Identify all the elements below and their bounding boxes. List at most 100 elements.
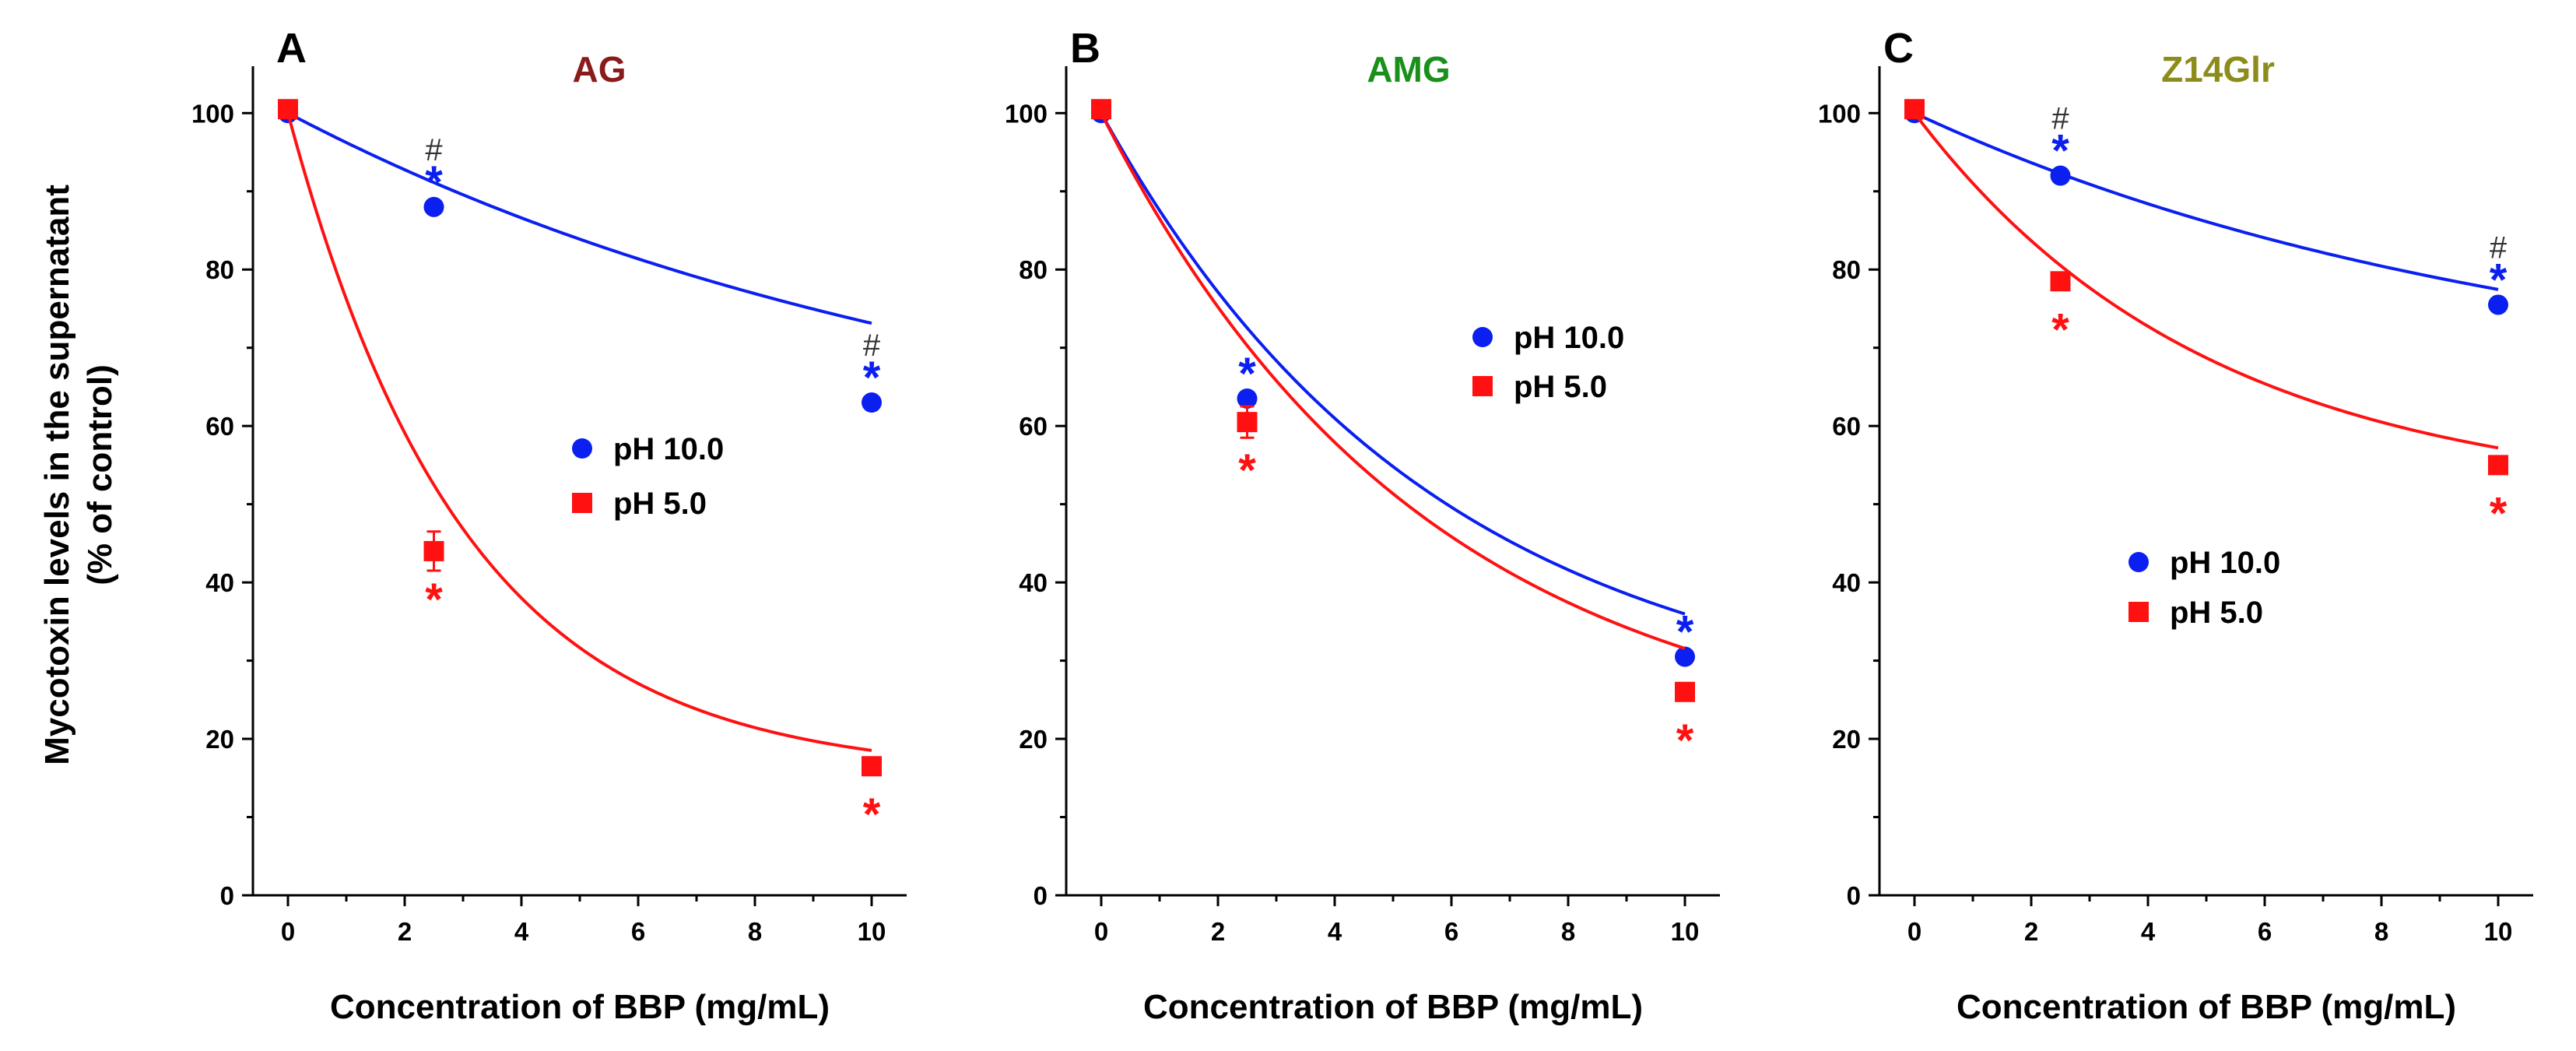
data-point xyxy=(1091,99,1111,120)
data-point xyxy=(2050,271,2071,292)
fit-curve xyxy=(1914,111,2499,291)
data-point xyxy=(1237,388,1258,410)
x-tick-label: 0 xyxy=(281,917,295,946)
x-tick-label: 6 xyxy=(1444,917,1458,946)
y-axis-sublabel: (% of control) xyxy=(81,364,119,585)
data-point xyxy=(2488,294,2508,315)
data-point xyxy=(2488,455,2508,476)
legend-label: pH 5.0 xyxy=(2170,596,2263,630)
x-tick-label: 6 xyxy=(631,917,645,946)
significance-star: * xyxy=(2051,126,2069,177)
x-tick-label: 0 xyxy=(1094,917,1108,946)
data-point xyxy=(1904,99,1925,120)
data-point xyxy=(862,392,882,413)
x-tick-label: 0 xyxy=(1907,917,1921,946)
legend-marker xyxy=(572,493,592,513)
y-tick-label: 100 xyxy=(191,99,234,128)
significance-star: * xyxy=(1238,349,1256,399)
x-tick-label: 4 xyxy=(1328,917,1342,946)
fit-curve xyxy=(287,111,872,325)
x-tick-label: 8 xyxy=(2374,917,2388,946)
panel-title: AMG xyxy=(1367,49,1450,90)
legend-label: pH 10.0 xyxy=(1514,321,1624,355)
y-tick-label: 40 xyxy=(1019,568,1048,597)
significance-star: * xyxy=(425,157,443,208)
y-tick-label: 40 xyxy=(205,568,234,597)
series-ph5: * * pH 5.0 xyxy=(278,99,882,840)
fit-curve xyxy=(1100,112,1686,650)
data-point xyxy=(2050,165,2071,186)
x-axis-label: Concentration of BBP (mg/mL) xyxy=(1143,988,1643,1026)
series-ph10: * * pH 10.0 xyxy=(1091,103,1695,667)
legend-label: pH 5.0 xyxy=(1514,370,1607,404)
y-tick-label: 40 xyxy=(1832,568,1861,597)
legend-marker xyxy=(2129,552,2149,572)
legend-marker xyxy=(1472,327,1493,347)
significance-star: * xyxy=(425,575,443,625)
significance-star: * xyxy=(1676,715,1694,766)
data-point xyxy=(862,756,882,777)
y-tick-label: 20 xyxy=(1019,725,1048,754)
x-tick-label: 2 xyxy=(1211,917,1225,946)
significance-star: * xyxy=(2490,488,2508,539)
significance-hash: # xyxy=(425,133,443,167)
chart-panel-b: 0 20 40 60 80 100 0 2 4 6 8 10 Concentration of BBP … xyxy=(1005,25,1720,1026)
panel-title: Z14Glr xyxy=(2161,49,2275,90)
y-tick-label: 80 xyxy=(205,255,234,284)
series-ph10: *#*#pH 10.0 xyxy=(1904,102,2508,580)
data-point xyxy=(1675,646,1695,667)
series-ph5: * * pH 5.0 xyxy=(1904,99,2508,630)
y-axis-label-group: Mycotoxin levels in the supernatant (% o… xyxy=(38,185,119,765)
fit-curve xyxy=(286,112,872,752)
significance-star: * xyxy=(1676,607,1694,658)
y-tick-label: 80 xyxy=(1832,255,1861,284)
y-tick-label: 100 xyxy=(1005,99,1048,128)
legend-marker xyxy=(572,438,592,459)
panel-letter: B xyxy=(1070,25,1100,72)
y-tick-label: 80 xyxy=(1019,255,1048,284)
x-tick-label: 8 xyxy=(1561,917,1575,946)
panel-letter: C xyxy=(1883,25,1914,72)
significance-star: * xyxy=(863,353,881,403)
fit-curve xyxy=(1913,112,2499,450)
panel-letter: A xyxy=(276,25,307,72)
legend-label: pH 10.0 xyxy=(2170,546,2280,580)
significance-hash: # xyxy=(2051,102,2069,136)
x-tick-label: 2 xyxy=(398,917,412,946)
y-tick-label: 60 xyxy=(1832,412,1861,441)
x-tick-label: 10 xyxy=(858,917,886,946)
chart-panel-c: 0 20 40 60 80 100 0 2 4 6 8 10 Concentration of BBP … xyxy=(1818,25,2533,1026)
significance-star: * xyxy=(2490,255,2508,305)
x-tick-label: 4 xyxy=(2141,917,2156,946)
data-point xyxy=(423,540,444,561)
data-point xyxy=(278,99,298,120)
y-tick-label: 60 xyxy=(205,412,234,441)
series-ph10: *#*#pH 10.0 xyxy=(278,103,882,466)
x-tick-label: 6 xyxy=(2258,917,2272,946)
y-tick-label: 0 xyxy=(1034,881,1048,910)
chart-panel-a: 0 20 40 60 80 100 0 2 4 6 8 10 Concentration of BBP … xyxy=(191,25,907,1026)
significance-star: * xyxy=(863,789,881,840)
y-tick-label: 20 xyxy=(1832,725,1861,754)
data-point xyxy=(1237,412,1258,433)
y-tick-label: 100 xyxy=(1818,99,1861,128)
x-tick-label: 4 xyxy=(514,917,529,946)
x-tick-label: 10 xyxy=(2484,917,2513,946)
legend-marker xyxy=(2129,602,2149,622)
y-tick-label: 60 xyxy=(1019,412,1048,441)
legend-marker xyxy=(1472,376,1493,396)
data-point xyxy=(423,196,444,217)
x-axis-label: Concentration of BBP (mg/mL) xyxy=(330,988,830,1026)
data-point xyxy=(1675,681,1695,702)
fit-curve xyxy=(1100,112,1686,616)
significance-hash: # xyxy=(863,329,881,363)
significance-star: * xyxy=(1238,445,1256,496)
y-tick-label: 20 xyxy=(205,725,234,754)
x-tick-label: 2 xyxy=(2024,917,2038,946)
y-tick-label: 0 xyxy=(220,881,234,910)
significance-hash: # xyxy=(2490,230,2508,265)
x-tick-label: 10 xyxy=(1671,917,1700,946)
x-tick-label: 8 xyxy=(748,917,762,946)
legend-label: pH 10.0 xyxy=(613,432,724,466)
